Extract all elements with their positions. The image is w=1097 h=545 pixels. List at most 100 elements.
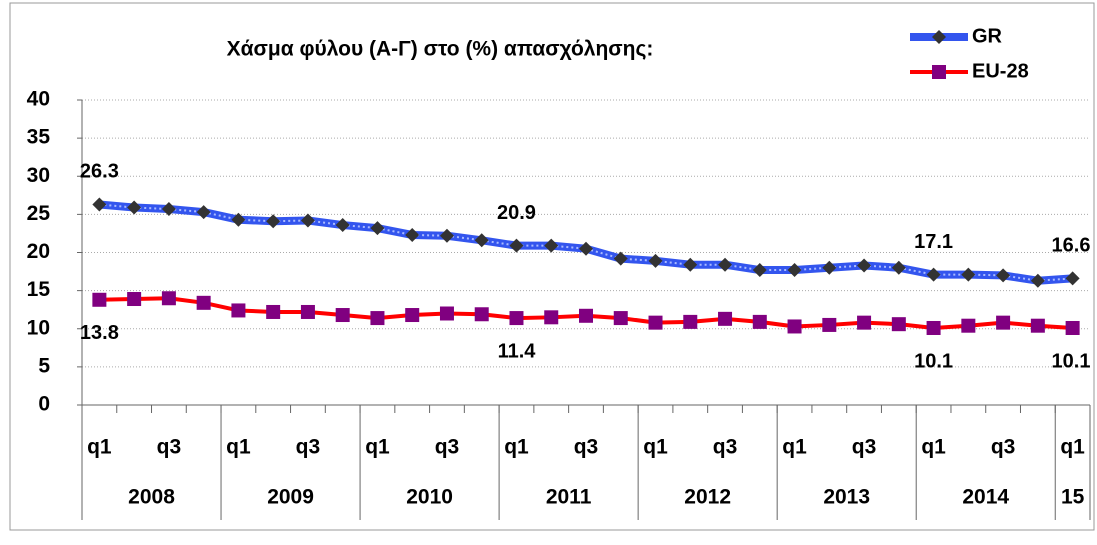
point [1030, 273, 1045, 288]
x-tick-label: q3 [852, 436, 877, 459]
point [439, 306, 454, 321]
point [370, 311, 385, 326]
point [648, 253, 663, 268]
point [1030, 318, 1045, 333]
y-tick-label: 0 [38, 393, 50, 416]
point [544, 310, 559, 325]
series-line-highlight [99, 203, 1073, 282]
x-group-label: 2008 [128, 486, 175, 509]
point [787, 319, 802, 334]
point [509, 238, 524, 253]
point [474, 233, 489, 248]
point [857, 258, 872, 273]
point [335, 308, 350, 323]
data-label: 10.1 [914, 350, 953, 372]
point [961, 267, 976, 282]
legend-label: GR [972, 25, 1003, 47]
point [683, 257, 698, 272]
point [683, 314, 698, 329]
point [196, 205, 211, 220]
data-label: 11.4 [498, 340, 537, 362]
x-tick-label: q3 [157, 436, 182, 459]
point [613, 251, 628, 266]
point [544, 238, 559, 253]
point [439, 228, 454, 243]
point [405, 227, 420, 242]
point [857, 315, 872, 330]
x-tick-label: q1 [365, 436, 390, 459]
y-tick-label: 35 [27, 126, 51, 149]
point [370, 221, 385, 236]
point [891, 260, 906, 275]
x-tick-label: q3 [296, 436, 321, 459]
y-tick-label: 5 [38, 354, 50, 377]
x-tick-label: q1 [643, 436, 668, 459]
x-tick-label: q1 [504, 436, 529, 459]
point [335, 218, 350, 233]
point [300, 213, 315, 228]
chart-title: Χάσμα φύλου (Α-Γ) στο (%) απασχόλησης: [227, 38, 654, 61]
point [787, 263, 802, 278]
data-label: 16.6 [1052, 235, 1091, 257]
point [752, 263, 767, 278]
x-group-label: 15 [1061, 486, 1085, 509]
chart-border [9, 2, 1095, 531]
point [996, 268, 1011, 283]
point [1065, 320, 1080, 335]
point [648, 315, 663, 330]
point [822, 260, 837, 275]
y-tick-label: 10 [27, 316, 50, 339]
point [822, 317, 837, 332]
y-tick-label: 15 [27, 278, 51, 301]
point [613, 311, 628, 326]
point [196, 295, 211, 310]
x-tick-label: q3 [574, 436, 599, 459]
legend-marker [932, 30, 946, 44]
point [127, 292, 142, 307]
point [1065, 271, 1080, 286]
point [266, 214, 281, 229]
point [92, 197, 107, 212]
point [718, 311, 733, 326]
point [127, 200, 142, 215]
x-group-label: 2012 [684, 486, 731, 509]
x-group-label: 2010 [406, 486, 453, 509]
point [231, 212, 246, 227]
point [92, 292, 107, 307]
point [579, 241, 593, 256]
data-label: 26.3 [80, 161, 119, 183]
data-label: 20.9 [497, 202, 536, 224]
x-tick-label: q3 [991, 436, 1016, 459]
y-tick-label: 20 [27, 240, 50, 263]
x-tick-label: q1 [87, 436, 112, 459]
point [996, 315, 1011, 330]
point [300, 304, 315, 319]
x-tick-label: q1 [226, 436, 251, 459]
y-tick-label: 40 [27, 88, 50, 111]
point [752, 314, 767, 329]
data-label: 17.1 [914, 231, 953, 253]
x-group-label: 2013 [823, 486, 870, 509]
point [231, 303, 246, 318]
point [926, 267, 941, 282]
point [891, 317, 906, 332]
data-label: 13.8 [80, 322, 119, 344]
point [579, 308, 593, 323]
legend-label: EU-28 [972, 60, 1029, 82]
x-group-label: 2014 [962, 486, 1009, 509]
point [718, 257, 733, 272]
x-tick-label: q1 [782, 436, 807, 459]
x-tick-label: q1 [1060, 436, 1085, 459]
point [926, 320, 941, 335]
x-tick-label: q3 [435, 436, 460, 459]
point [405, 308, 420, 323]
point [161, 202, 176, 217]
data-label: 10.1 [1052, 350, 1091, 372]
x-group-label: 2011 [546, 486, 592, 509]
x-group-label: 2009 [267, 486, 314, 509]
y-tick-label: 25 [27, 202, 51, 225]
point [474, 307, 489, 322]
point [161, 291, 176, 306]
y-tick-label: 30 [27, 164, 50, 187]
